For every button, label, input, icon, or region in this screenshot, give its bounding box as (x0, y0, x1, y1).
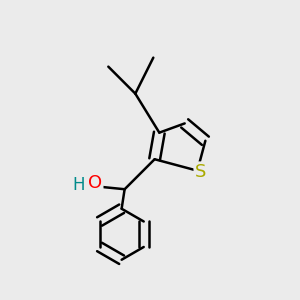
Text: O: O (88, 174, 102, 192)
Text: H: H (72, 176, 84, 194)
Text: S: S (195, 163, 207, 181)
